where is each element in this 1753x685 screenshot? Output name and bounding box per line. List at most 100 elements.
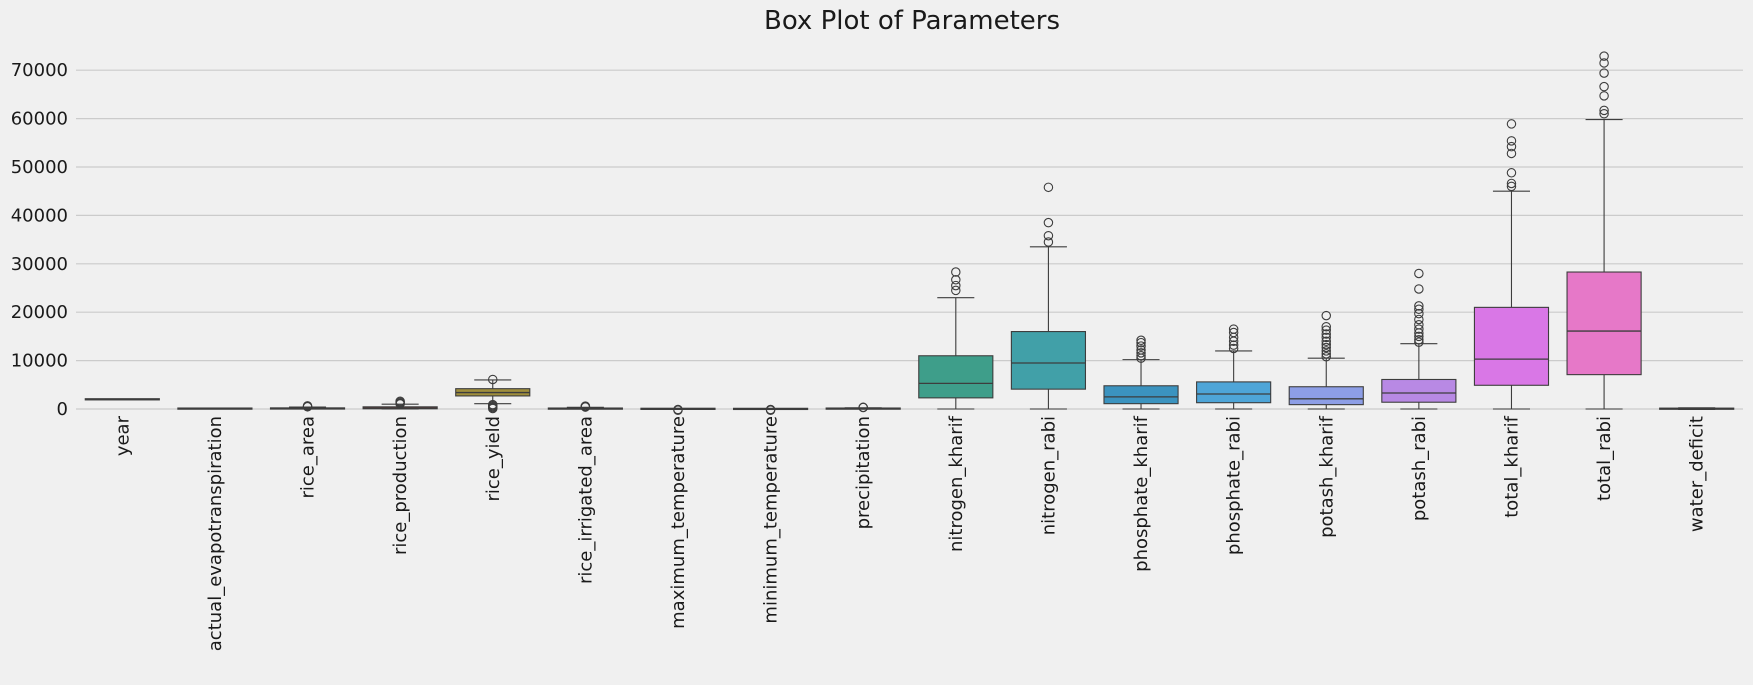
x-tick-label: actual_evapotranspiration [205,416,226,651]
outlier-point [1321,339,1332,350]
y-tick-label: 40000 [11,205,68,226]
outlier-point [1228,343,1239,354]
outlier-point [1136,351,1146,361]
outlier-point [1321,336,1332,346]
box-water_deficit [1659,407,1735,411]
box-rice_area [269,401,346,412]
outlier-point [487,374,498,385]
y-tick-label: 30000 [11,254,68,275]
outlier-point [580,401,591,411]
x-tick-label: maximum_temperature [668,416,689,629]
outlier-point [1136,341,1146,351]
outlier-point [1599,68,1609,78]
box-precipitation [825,402,901,413]
outlier-point [1321,346,1332,356]
x-tick-label: nitrogen_rabi [1038,416,1059,535]
outlier-point [1414,268,1424,279]
box-body [1381,378,1457,403]
box-body [1566,271,1642,376]
y-tick-label: 70000 [11,60,68,81]
outlier-point [1506,148,1517,159]
x-tick-label: phosphate_kharif [1131,415,1152,571]
x-tick-label: year [112,415,133,456]
gridlines [76,69,1743,410]
box-actual_evapotranspiration [177,407,253,410]
box-body [1473,306,1550,386]
x-tick-label: precipitation [853,416,874,529]
outlier-point [1599,109,1609,119]
outlier-point [1136,345,1146,355]
outlier-point [1136,348,1146,358]
outlier-point [1321,321,1332,332]
outlier-point [1599,58,1609,68]
outlier-point [1506,141,1517,152]
x-tick-label: potash_rabi [1409,416,1430,521]
outlier-point [1506,181,1517,192]
x-tick-label: minimum_temperature [761,416,782,624]
outlier-point [858,402,868,413]
outlier-point [1321,342,1332,353]
outlier-point [951,275,961,285]
x-tick-label: phosphate_rabi [1224,416,1245,555]
x-tick-label: total_kharif [1501,415,1522,517]
y-tick-label: 20000 [11,302,68,323]
box-body [918,355,994,399]
x-axis: year actual_evapotranspiration rice_area ri… [112,415,1707,651]
box-rice_yield [455,374,531,414]
box-minimum_temperature [732,404,809,415]
outlier-point [1136,337,1146,348]
outlier-point [1599,91,1609,101]
boxes [84,51,1735,415]
x-tick-label: total_rabi [1594,416,1615,501]
outlier-point [302,401,313,411]
x-tick-label: nitrogen_kharif [946,415,967,552]
outlier-point [1414,308,1424,319]
box-body [1196,381,1272,404]
box-year [84,398,160,401]
outlier-point [951,267,961,277]
box-nitrogen_kharif [918,267,994,410]
box-total_kharif [1473,119,1550,410]
outlier-point [1043,230,1054,241]
box-body [1288,386,1364,406]
outlier-point [1414,337,1424,347]
outlier-point [1228,340,1239,350]
y-tick-label: 50000 [11,157,68,178]
box-potash_kharif [1288,310,1364,410]
outlier-point [1414,284,1424,294]
outlier-point [1228,327,1239,338]
y-tick-label: 10000 [11,351,68,372]
outlier-point [1414,304,1424,315]
outlier-point [1506,119,1517,129]
x-tick-label: water_deficit [1687,416,1708,532]
outlier-point [765,405,776,415]
outlier-point [1414,314,1424,325]
outlier-point [1043,237,1054,247]
outlier-point [1599,81,1609,92]
outlier-point [1506,178,1517,189]
outlier-point [951,280,961,291]
y-tick-label: 0 [57,399,68,420]
y-tick-label: 60000 [11,109,68,130]
outlier-point [1414,324,1424,334]
outlier-point [395,396,405,407]
box-maximum_temperature [640,404,716,415]
outlier-point [1599,51,1609,61]
outlier-point [1321,351,1332,362]
outlier-point [951,285,961,296]
outlier-point [1414,331,1424,342]
box-potash_rabi [1381,268,1457,410]
box-rice_production [362,396,438,410]
outlier-point [487,399,498,410]
y-axis: 0 10000 20000 30000 40000 50000 60000 70000 [11,60,68,420]
outlier-point [1043,182,1054,193]
outlier-point [1321,310,1332,321]
box-phosphate_rabi [1196,324,1272,410]
chart-title: Box Plot of Parameters [764,6,1060,36]
outlier-point [673,405,683,415]
box-phosphate_kharif [1103,335,1179,410]
outlier-point [1414,301,1424,311]
outlier-point [1136,335,1146,346]
outlier-point [1599,105,1609,116]
